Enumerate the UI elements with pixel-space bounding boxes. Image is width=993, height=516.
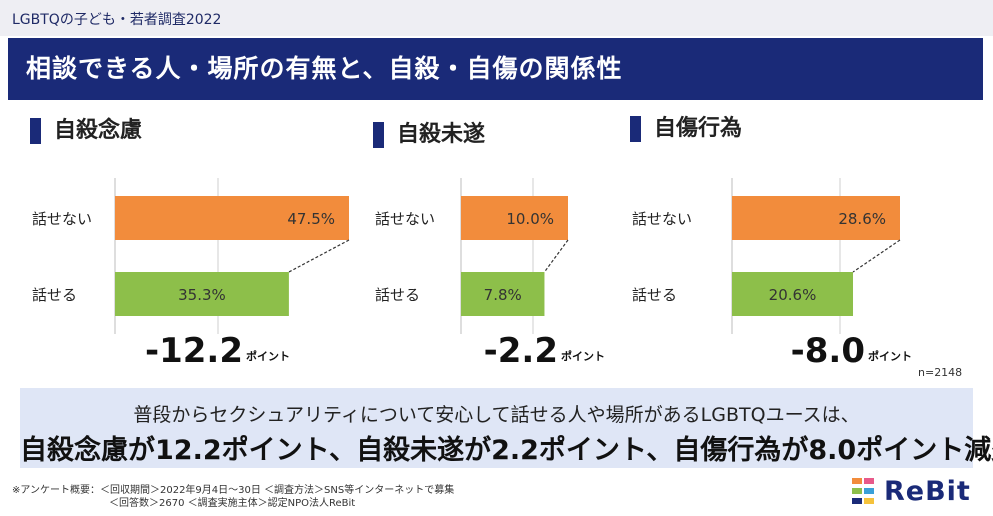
difference-unit: ポイント <box>868 349 912 363</box>
difference-value: -12.2 <box>145 331 243 371</box>
survey-footnote: ※アンケート概要：＜回収期間＞2022年9月4日〜30日 ＜調査方法＞SNS等イ… <box>12 484 454 510</box>
bar <box>115 196 349 240</box>
summary-box: 普段からセクシュアリティについて安心して話せる人や場所があるLGBTQユースは、… <box>20 388 993 468</box>
chart-panel-self-harm: 自傷行為 話せない 28.6% 話せる 20.6% -8.0 ポイント <box>630 108 960 378</box>
difference-connector <box>543 239 569 273</box>
category-label: 話せる <box>632 286 677 304</box>
heading-marker <box>373 122 384 148</box>
heading-marker <box>30 118 41 144</box>
bar <box>115 272 289 316</box>
category-label: 話せる <box>32 286 77 304</box>
chart-title: 自殺未遂 <box>397 122 486 147</box>
chart-title: 自殺念慮 <box>54 118 143 143</box>
difference-value: -2.2 <box>484 331 558 371</box>
footnote-line-1: ※アンケート概要：＜回収期間＞2022年9月4日〜30日 ＜調査方法＞SNS等イ… <box>12 485 455 496</box>
rebit-logo: ReBit <box>850 474 971 508</box>
summary-line-1: 普段からセクシュアリティについて安心して話せる人や場所があるLGBTQユースは、 <box>133 404 860 426</box>
value-label: 20.6% <box>769 286 817 304</box>
category-label: 話せない <box>632 210 692 228</box>
heading-marker <box>630 116 641 142</box>
difference-value: -8.0 <box>791 331 865 371</box>
chart-panel-suicidal-ideation: 自殺念慮 話せない 47.5% 話せる 35.3% -12.2 ポイント <box>30 108 360 378</box>
summary-line-2: 自殺念慮が12.2ポイント、自殺未遂が2.2ポイント、自傷行為が8.0ポイント減… <box>20 435 993 466</box>
bar <box>732 272 854 316</box>
sample-size-label: n=2148 <box>918 366 963 379</box>
rebit-logo-icon <box>852 478 874 504</box>
bar-chart-svg: 話せない 47.5% 話せる 35.3% -12.2 ポイント <box>32 178 350 371</box>
difference-connector <box>852 239 901 273</box>
footnote-line-2: ＜回答数＞2670 ＜調査実施主体＞認定NPO法人ReBit <box>109 498 356 509</box>
top-strip: LGBTQの子ども・若者調査2022 <box>0 0 993 36</box>
bar <box>461 196 568 240</box>
value-label: 7.8% <box>484 286 522 304</box>
page-title: 相談できる人・場所の有無と、自殺・自傷の関係性 <box>8 38 983 100</box>
category-label: 話せない <box>375 210 435 228</box>
bar-chart-svg: 話せない 10.0% 話せる 7.8% -2.2 ポイント <box>375 178 605 371</box>
category-label: 話せない <box>32 210 92 228</box>
chart-panel-suicide-attempt: 自殺未遂 話せない 10.0% 話せる 7.8% -2.2 ポイント <box>373 108 703 378</box>
value-label: 10.0% <box>506 210 554 228</box>
difference-connector <box>288 239 350 273</box>
difference-unit: ポイント <box>246 349 290 363</box>
value-label: 28.6% <box>838 210 886 228</box>
rebit-logo-text: ReBit <box>884 475 971 507</box>
category-label: 話せる <box>375 286 420 304</box>
bar <box>461 272 545 316</box>
value-label: 35.3% <box>178 286 226 304</box>
chart-title: 自傷行為 <box>654 116 743 141</box>
survey-label: LGBTQの子ども・若者調査2022 <box>12 12 222 28</box>
difference-unit: ポイント <box>561 349 605 363</box>
value-label: 47.5% <box>287 210 335 228</box>
bar <box>732 196 900 240</box>
bar-chart-svg: 話せない 28.6% 話せる 20.6% -8.0 ポイント <box>632 178 912 371</box>
